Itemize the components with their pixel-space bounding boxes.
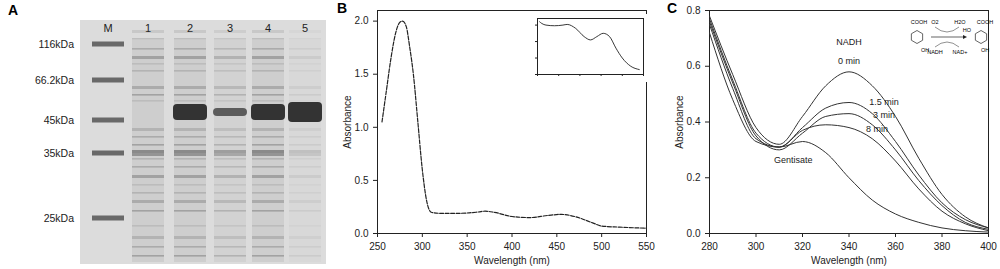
svg-text:O2: O2 <box>931 19 938 25</box>
svg-text:NADH: NADH <box>836 37 862 47</box>
html-text:B: B <box>337 0 348 16</box>
svg-text:Wavelength (nm): Wavelength (nm) <box>474 255 550 266</box>
svg-text:280: 280 <box>701 241 718 252</box>
svg-text:Absorbance: Absorbance <box>674 95 685 149</box>
svg-text:2.0: 2.0 <box>355 15 369 26</box>
svg-text:250: 250 <box>369 241 386 252</box>
svg-text:0.4: 0.4 <box>687 116 701 127</box>
svg-text:340: 340 <box>841 241 858 252</box>
svg-text:0.2: 0.2 <box>687 172 701 183</box>
html-text:A: A <box>8 2 19 18</box>
svg-text:Absorbance: Absorbance <box>342 95 353 149</box>
svg-text:NAD+: NAD+ <box>953 49 968 55</box>
svg-text:350: 350 <box>459 241 476 252</box>
svg-text:0.6: 0.6 <box>687 60 701 71</box>
svg-text:380: 380 <box>934 241 951 252</box>
html-text:C: C <box>667 0 678 16</box>
svg-text:4: 4 <box>264 22 272 34</box>
svg-text:0.0: 0.0 <box>355 228 369 239</box>
svg-text:66.2kDa: 66.2kDa <box>35 74 74 86</box>
svg-text:8 min: 8 min <box>866 124 888 134</box>
svg-text:35kDa: 35kDa <box>44 147 75 159</box>
svg-text:400: 400 <box>980 241 997 252</box>
svg-text:OH: OH <box>920 47 930 53</box>
svg-text:45kDa: 45kDa <box>44 114 75 126</box>
svg-text:COOH: COOH <box>977 19 994 25</box>
svg-text:3: 3 <box>226 22 234 34</box>
svg-text:0.0: 0.0 <box>687 228 701 239</box>
svg-text:1.5 min: 1.5 min <box>869 97 899 107</box>
svg-text:HO: HO <box>963 27 972 33</box>
svg-text:450: 450 <box>548 241 565 252</box>
svg-text:300: 300 <box>748 241 765 252</box>
svg-text:300: 300 <box>414 241 431 252</box>
svg-text:M: M <box>103 22 112 34</box>
svg-text:H2O: H2O <box>954 19 966 25</box>
svg-text:Wavelength (nm): Wavelength (nm) <box>811 255 887 266</box>
svg-text:OH: OH <box>981 47 989 53</box>
svg-text:360: 360 <box>887 241 904 252</box>
svg-text:1: 1 <box>144 22 152 34</box>
svg-text:3 min: 3 min <box>873 110 895 120</box>
svg-text:400: 400 <box>504 241 521 252</box>
svg-text:1.5: 1.5 <box>355 68 369 79</box>
svg-text:25kDa: 25kDa <box>44 212 75 224</box>
svg-text:0.5: 0.5 <box>355 175 369 186</box>
svg-text:116kDa: 116kDa <box>39 38 75 50</box>
svg-text:0 min: 0 min <box>838 56 860 66</box>
svg-text:550: 550 <box>638 241 655 252</box>
svg-text:Gentisate: Gentisate <box>774 155 813 165</box>
svg-text:500: 500 <box>593 241 610 252</box>
svg-text:NADH: NADH <box>927 49 943 55</box>
svg-text:5: 5 <box>301 22 309 34</box>
svg-text:0.8: 0.8 <box>687 5 701 16</box>
svg-text:COOH: COOH <box>911 19 928 25</box>
svg-text:1.0: 1.0 <box>355 122 369 133</box>
svg-text:320: 320 <box>794 241 811 252</box>
svg-text:2: 2 <box>186 22 194 34</box>
